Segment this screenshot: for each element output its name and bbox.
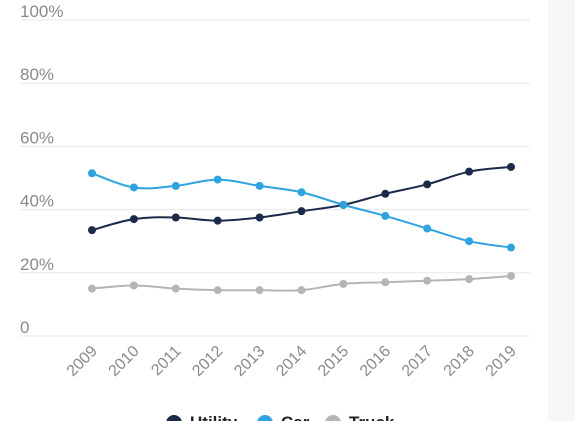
legend-item-car[interactable]: Car <box>257 413 310 421</box>
data-point-utility[interactable] <box>129 215 138 224</box>
data-point-utility[interactable] <box>255 213 264 222</box>
x-tick-label: 2017 <box>399 343 436 380</box>
data-point-utility[interactable] <box>88 226 96 235</box>
y-tick-label: 20% <box>20 255 54 274</box>
legend-label: Car <box>281 413 310 421</box>
data-point-car[interactable] <box>255 181 264 190</box>
legend: Utility Car Truck <box>166 413 395 421</box>
data-point-truck[interactable] <box>88 284 96 293</box>
data-point-utility[interactable] <box>297 207 306 216</box>
data-point-car[interactable] <box>465 237 474 246</box>
data-point-utility[interactable] <box>213 216 222 225</box>
data-point-car[interactable] <box>213 175 222 184</box>
x-tick-label: 2014 <box>273 343 310 380</box>
data-point-car[interactable] <box>423 224 432 233</box>
data-point-car[interactable] <box>507 243 515 252</box>
x-tick-label: 2010 <box>106 343 143 380</box>
legend-label: Truck <box>349 413 395 421</box>
data-point-truck[interactable] <box>507 271 515 280</box>
legend-marker <box>257 415 273 421</box>
data-point-utility[interactable] <box>507 162 515 171</box>
legend-label: Utility <box>190 413 238 421</box>
x-tick-label: 2016 <box>357 343 394 380</box>
x-tick-label: 2018 <box>441 343 478 380</box>
legend-marker <box>325 415 341 421</box>
y-tick-label: 80% <box>20 65 54 84</box>
data-point-car[interactable] <box>381 211 390 220</box>
x-tick-label: 2015 <box>315 343 352 380</box>
series-line-utility <box>91 165 512 232</box>
legend-item-truck[interactable]: Truck <box>325 413 395 421</box>
data-point-utility[interactable] <box>465 167 474 176</box>
data-point-car[interactable] <box>171 181 180 190</box>
x-tick-label: 2011 <box>148 343 184 379</box>
x-tick-label: 2012 <box>189 343 226 380</box>
data-point-truck[interactable] <box>465 275 474 284</box>
data-point-truck[interactable] <box>171 284 180 293</box>
data-point-utility[interactable] <box>423 180 432 189</box>
series-points <box>88 162 515 295</box>
y-tick-label: 0 <box>20 318 29 337</box>
x-tick-label: 2019 <box>483 343 520 380</box>
data-point-truck[interactable] <box>423 276 432 285</box>
y-tick-label: 40% <box>20 192 54 211</box>
y-tick-label: 100% <box>20 2 63 21</box>
x-axis-ticks: 2009 2010 2011 2012 2013 2014 2015 2016 2017 2018… <box>64 343 520 380</box>
data-point-truck[interactable] <box>381 278 390 287</box>
y-axis-ticks: 0 20% 40% 60% 80% 100% <box>20 2 63 337</box>
data-point-truck[interactable] <box>339 279 348 288</box>
data-point-truck[interactable] <box>129 281 138 290</box>
data-point-truck[interactable] <box>255 286 264 295</box>
data-point-car[interactable] <box>88 169 96 178</box>
data-point-utility[interactable] <box>381 189 390 198</box>
legend-marker <box>166 415 182 421</box>
data-point-truck[interactable] <box>297 286 306 295</box>
grid-lines <box>20 19 530 337</box>
legend-item-utility[interactable]: Utility <box>166 413 238 421</box>
data-point-utility[interactable] <box>171 213 180 222</box>
chart-card: 0 20% 40% 60% 80% 100% 2009 2010 2011 2012 2013 20… <box>20 2 530 421</box>
data-point-car[interactable] <box>129 183 138 192</box>
y-tick-label: 60% <box>20 128 54 147</box>
x-tick-label: 2013 <box>231 343 268 380</box>
data-point-truck[interactable] <box>213 286 222 295</box>
data-point-car[interactable] <box>297 188 306 197</box>
x-tick-label: 2009 <box>64 343 101 380</box>
data-point-car[interactable] <box>339 200 348 209</box>
series-lines <box>91 165 512 292</box>
